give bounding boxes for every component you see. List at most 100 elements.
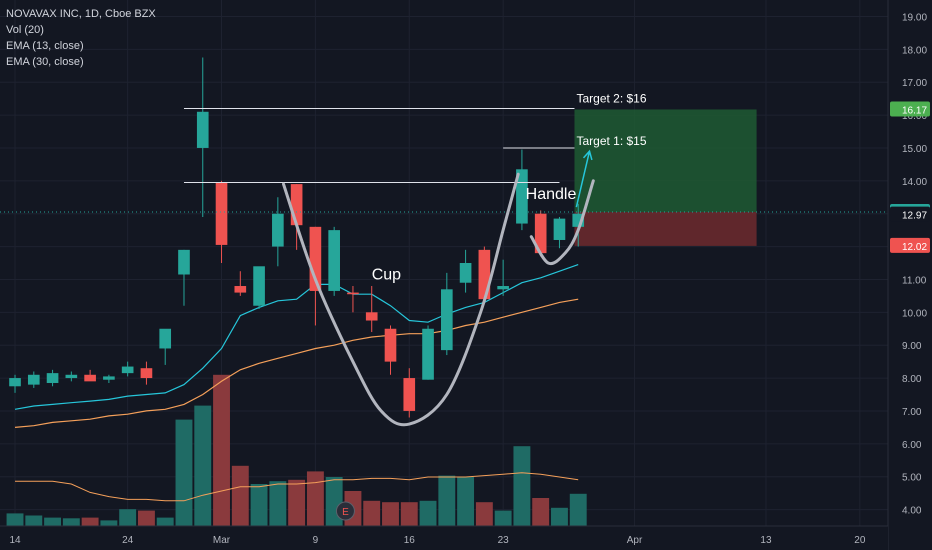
candle-body xyxy=(328,230,340,291)
time-tick-label: 24 xyxy=(122,535,134,546)
candle-body xyxy=(178,249,190,275)
drawings: Target 2: $16 Target 1: $15 Handle Cup E xyxy=(0,91,888,521)
volume-bars xyxy=(6,374,587,526)
candle-down xyxy=(384,325,397,375)
candle-body xyxy=(516,169,528,224)
volume-bar xyxy=(231,465,249,526)
candle-up xyxy=(46,369,59,387)
candle-body xyxy=(440,289,453,351)
arrow-head-icon xyxy=(582,149,593,161)
time-axis-bg xyxy=(0,526,888,550)
candle-up xyxy=(196,57,209,217)
candle-body xyxy=(309,226,322,291)
price-tick-label: 17.00 xyxy=(902,78,927,89)
candle-body xyxy=(27,374,40,385)
volume-bar xyxy=(569,493,587,526)
price-tick-label: 7.00 xyxy=(902,407,922,418)
candle-up xyxy=(65,371,78,382)
candle-body xyxy=(103,376,115,380)
candle-body xyxy=(422,328,434,380)
arrow-shaft xyxy=(575,151,591,208)
volume-bar xyxy=(213,374,230,526)
price-tick-label: 16.00 xyxy=(902,111,927,122)
price-badge-label: 12.97 xyxy=(902,211,927,222)
volume-bar xyxy=(419,500,437,526)
candle-up xyxy=(121,361,134,377)
volume-bar xyxy=(156,517,174,526)
price-badge xyxy=(890,206,930,222)
handle-curve xyxy=(529,179,595,266)
legend-volume[interactable]: Vol (20) xyxy=(6,24,44,36)
volume-bar xyxy=(81,517,99,526)
price-badge xyxy=(890,101,930,117)
candle-body xyxy=(497,286,509,290)
time-tick-label: 9 xyxy=(313,535,319,546)
price-tick-label: 6.00 xyxy=(902,440,922,451)
volume-bar xyxy=(532,498,550,526)
price-badge xyxy=(890,237,930,253)
legend-ema30[interactable]: EMA (30, close) xyxy=(6,56,84,68)
volume-bar xyxy=(288,479,306,526)
volume-bar xyxy=(475,502,493,526)
candle-up xyxy=(440,272,453,356)
price-tick-label: 8.00 xyxy=(902,374,922,385)
position-zones xyxy=(574,109,757,246)
price-axis: 19.0018.0017.0016.0015.0014.0013.0012.00… xyxy=(887,0,932,550)
price-tick-label: 19.00 xyxy=(902,12,927,23)
candle-body xyxy=(234,286,247,293)
legend-ema13[interactable]: EMA (13, close) xyxy=(6,40,84,52)
time-tick-label: Mar xyxy=(213,535,231,546)
ema30-line xyxy=(14,298,579,428)
profit-zone xyxy=(574,109,757,213)
loss-zone xyxy=(574,212,757,246)
candle-up xyxy=(253,266,265,310)
time-axis: 14 24 Mar 9 16 23 Apr 13 20 xyxy=(0,525,888,550)
volume-bar xyxy=(494,510,512,526)
price-axis-bg xyxy=(888,0,932,550)
candle-down xyxy=(215,180,228,263)
candle-body xyxy=(121,366,134,374)
volume-bar xyxy=(62,518,80,526)
candle-body xyxy=(9,378,21,387)
volume-bar xyxy=(100,520,118,526)
volume-bar xyxy=(513,446,531,526)
candle-down xyxy=(365,286,378,333)
earnings-marker-label: E xyxy=(342,507,349,518)
candle-down xyxy=(403,368,416,418)
candle-body xyxy=(384,328,397,362)
price-tick-label: 18.00 xyxy=(902,45,927,56)
price-badge-label: 12.02 xyxy=(902,242,927,253)
volume-bar xyxy=(194,405,212,526)
legend-symbol-title[interactable]: NOVAVAX INC, 1D, Cboe BZX xyxy=(6,8,156,20)
candle-body xyxy=(65,374,78,379)
candle-body xyxy=(159,328,172,349)
candle-body xyxy=(272,213,284,247)
volume-bar xyxy=(137,510,155,526)
target2-label: Target 2: $16 xyxy=(576,91,646,105)
time-tick-label: 14 xyxy=(9,535,21,546)
candle-up xyxy=(422,325,434,380)
candle-body xyxy=(84,374,96,382)
candle-up xyxy=(159,328,172,365)
candle-body xyxy=(196,111,209,148)
target1-label: Target 1: $15 xyxy=(576,134,646,148)
volume-bar xyxy=(400,502,418,526)
candle-up xyxy=(9,374,21,393)
candle-up xyxy=(27,371,40,388)
candle-up xyxy=(328,226,340,296)
time-tick-label: 13 xyxy=(760,535,772,546)
candle-down xyxy=(478,246,491,303)
time-tick-label: 16 xyxy=(404,535,416,546)
candle-up xyxy=(272,197,284,267)
candle-up xyxy=(516,149,528,231)
price-tick-label: 4.00 xyxy=(902,506,922,517)
volume-ma-line xyxy=(15,472,579,502)
price-tick-label: 15.00 xyxy=(902,144,927,155)
candle-body xyxy=(290,184,303,226)
candle-body xyxy=(403,378,416,411)
volume-bar xyxy=(175,419,193,526)
time-tick-label: 20 xyxy=(854,535,866,546)
volume-bar xyxy=(551,507,568,526)
price-tick-label: 5.00 xyxy=(902,473,922,484)
